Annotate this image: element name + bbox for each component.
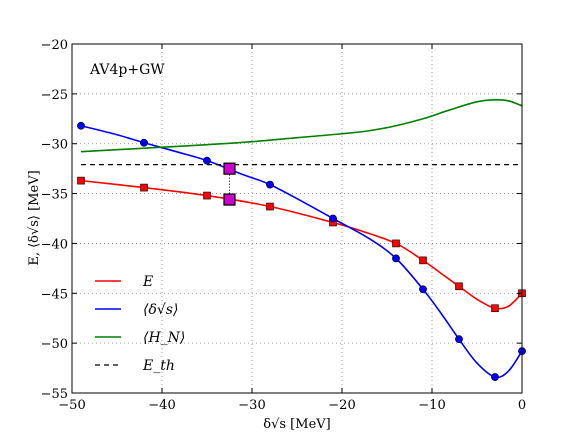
y-tick-label: −55	[41, 387, 68, 402]
legend-label: E_th	[142, 358, 175, 374]
data-point-sqrt-s	[140, 138, 148, 147]
data-point-e	[455, 282, 463, 291]
axis-ticks: −50 −40 −30 −20 −10 0−55−50−45−40−35−30−25−20	[41, 38, 527, 413]
chart-title: AV4p+GW	[89, 62, 165, 78]
data-point-e	[491, 304, 499, 313]
series-markers	[77, 121, 526, 381]
highlight-point	[223, 193, 236, 206]
plot-border	[71, 43, 523, 394]
series-line-2	[80, 98, 523, 153]
x-tick-label: −10	[418, 398, 445, 413]
y-tick-label: −50	[41, 337, 68, 352]
y-tick-label: −45	[41, 287, 68, 302]
y-tick-label: −30	[41, 138, 68, 153]
series-line-1	[80, 124, 523, 379]
data-point-sqrt-s	[266, 180, 274, 189]
legend: E ⟨δ√s⟩ ⟨H_N⟩ E_th	[95, 274, 185, 374]
data-point-sqrt-s	[455, 335, 463, 344]
y-tick-label: −20	[41, 38, 68, 53]
x-tick-label: −50	[58, 398, 85, 413]
x-tick-label: −40	[148, 398, 175, 413]
data-point-sqrt-s	[329, 214, 337, 223]
highlight-point	[223, 162, 236, 175]
y-tick-label: −25	[41, 88, 68, 103]
data-point-sqrt-s	[203, 156, 211, 165]
x-tick-label: −30	[238, 398, 265, 413]
x-tick-label: −20	[328, 398, 355, 413]
series-curves	[80, 98, 523, 379]
y-tick-label: −35	[41, 188, 68, 203]
legend-label: E	[142, 274, 153, 290]
data-point-e	[140, 183, 148, 192]
data-point-sqrt-s	[419, 285, 427, 294]
data-point-e	[203, 191, 211, 200]
data-point-e	[392, 239, 400, 248]
y-axis-label: E, ⟨δ√s⟩ [MeV]	[27, 170, 42, 265]
data-point-e	[419, 256, 427, 265]
data-point-e	[266, 202, 274, 211]
data-point-sqrt-s	[491, 373, 499, 381]
legend-label: ⟨H_N⟩	[143, 330, 185, 346]
plot-frame	[71, 43, 523, 394]
data-point-sqrt-s	[77, 121, 85, 130]
data-point-sqrt-s	[392, 254, 400, 263]
grid	[72, 44, 522, 393]
data-point-e	[77, 176, 85, 185]
x-tick-label: 0	[518, 398, 526, 413]
x-axis-label: δ√s [MeV]	[263, 417, 330, 432]
y-tick-label: −40	[41, 237, 68, 252]
legend-label: ⟨δ√s⟩	[143, 302, 178, 318]
